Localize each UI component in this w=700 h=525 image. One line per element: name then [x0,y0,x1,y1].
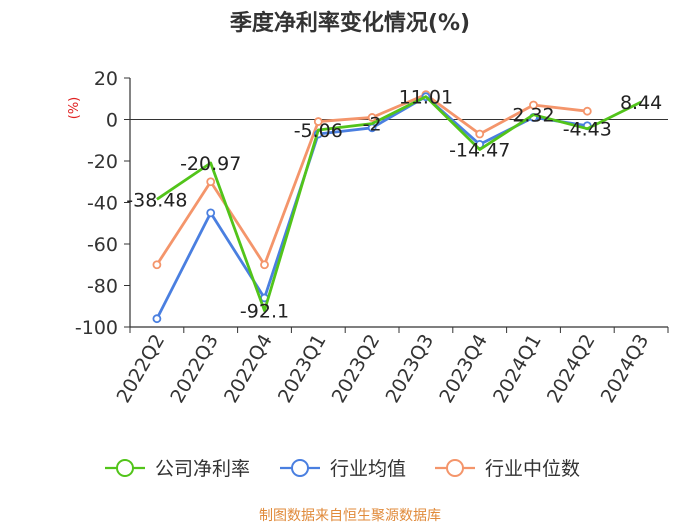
data-point [152,314,162,324]
legend-item: 公司净利率 [105,458,250,480]
x-tick-label: 2022Q4 [220,331,277,407]
series-0 [156,95,642,313]
y-tick-labels: 20 0 -20 -40 -60 -80 -100 [75,68,118,339]
data-label: -4.43 [563,119,612,141]
data-labels: -38.48 -20.97 -92.1 -5.06 -2 11.01 -14.472.32-… [126,87,662,323]
data-label: -38.48 [126,189,187,211]
data-label: -2 [363,114,382,136]
data-label: 8.44 [620,92,662,114]
legend-label: 行业中位数 [485,458,580,480]
y-tick-label: -40 [87,193,118,215]
x-tick-label: 2023Q1 [274,331,331,407]
x-tick-label: 2023Q4 [435,331,492,407]
y-tick-label: -100 [75,317,118,339]
data-point [313,117,323,126]
axes [124,77,669,333]
legend-marker [446,459,464,477]
data-point [152,260,162,270]
data-label: -20.97 [180,153,241,175]
data-label: -92.1 [240,301,289,323]
data-point [206,208,216,218]
x-tick-label: 2023Q2 [328,331,385,407]
x-tick-label: 2024Q2 [543,331,600,407]
series-line [156,95,642,313]
data-point [367,113,377,122]
data-label: 2.32 [512,105,554,127]
legend-item: 行业中位数 [435,458,580,480]
source-note: 制图数据来自恒生聚源数据库 [259,508,441,524]
x-tick-label: 2023Q3 [381,331,438,407]
y-tick-label: -80 [87,276,118,298]
y-tick-label: 0 [106,110,118,132]
x-tick-label: 2024Q1 [489,331,546,407]
series-lines [152,90,642,324]
data-point [582,106,592,116]
legend-marker [116,459,134,477]
y-tick-label: 20 [94,68,118,90]
x-tick-label: 2022Q2 [112,331,169,407]
x-tick-label: 2022Q3 [166,331,223,407]
legend-marker [291,459,309,477]
data-label: -14.47 [449,140,510,162]
data-point [206,177,216,187]
chart-title: 季度净利率变化情况(%) [230,10,470,36]
data-point [260,260,269,270]
legend-label: 公司净利率 [155,458,250,480]
y-tick-label: -60 [87,234,118,256]
data-label: 11.01 [399,87,453,109]
y-axis-label: (%) [67,97,82,120]
x-tick-labels: 2022Q22022Q32022Q42023Q12023Q22023Q32023… [112,331,653,407]
data-label: -5.06 [294,120,343,142]
legend-label: 行业均值 [330,458,406,480]
data-point [475,129,485,139]
data-point [529,100,538,110]
legend-item: 行业均值 [280,458,406,480]
y-tick-label: -20 [87,151,118,173]
legend: 公司净利率 行业均值 行业中位数 [105,458,580,480]
x-tick-label: 2024Q3 [597,331,654,407]
